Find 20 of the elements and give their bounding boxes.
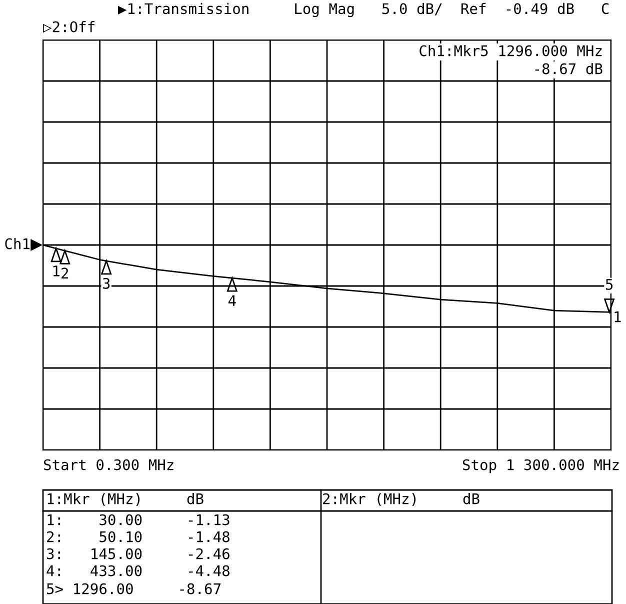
text: 3: 145.00 -2.46 <box>46 548 230 560</box>
text: Ch1:Mkr5 1296.000 MHz <box>420 44 602 56</box>
annotation: 1 <box>53 266 60 276</box>
chart-subtitle: ▷2:Off <box>43 20 94 33</box>
text: Ch1 <box>5 238 30 250</box>
text: 1:Mkr (MHz) dB <box>48 492 204 506</box>
text: Stop 1 300.000 MHz <box>462 459 619 474</box>
text: 2:Mkr (MHz) dB <box>323 492 480 506</box>
annotation: 2 <box>62 268 68 279</box>
text: 1 <box>614 311 621 322</box>
annotation: 3 <box>102 278 110 289</box>
text: Start 0.300 MHz <box>44 459 174 470</box>
text: 5> 1296.00 -8.67 <box>47 583 220 594</box>
annotation: 5 <box>606 279 613 290</box>
text: 2: 50.10 -1.48 <box>47 531 230 542</box>
text: 4: 433.00 -4.48 <box>46 565 230 576</box>
text: 1: 30.00 -1.13 <box>48 514 230 526</box>
annotation: 4 <box>228 295 236 306</box>
chart-title: ▶1:Transmission Log Mag 5.0 dB/ Ref -0.49 dB C <box>118 2 609 18</box>
text: -8.67 dB <box>535 62 602 74</box>
